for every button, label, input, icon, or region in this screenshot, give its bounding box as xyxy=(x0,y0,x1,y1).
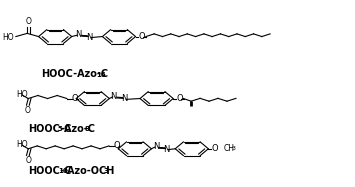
Text: O: O xyxy=(114,141,120,150)
Text: -Azo-C: -Azo-C xyxy=(60,124,95,134)
Text: 3: 3 xyxy=(231,146,235,151)
Text: HOOC-C: HOOC-C xyxy=(28,165,72,176)
Text: HO: HO xyxy=(16,140,28,149)
Text: HO: HO xyxy=(16,90,28,99)
Text: O: O xyxy=(176,94,183,103)
Text: HOOC-Azo-C: HOOC-Azo-C xyxy=(41,69,109,79)
Text: 3: 3 xyxy=(104,168,109,174)
Text: 16: 16 xyxy=(96,72,105,78)
Text: N: N xyxy=(153,142,159,151)
Text: O: O xyxy=(211,144,218,153)
Text: HO: HO xyxy=(2,33,14,42)
Text: O: O xyxy=(71,94,78,103)
Text: O: O xyxy=(26,156,32,165)
Text: N: N xyxy=(75,30,82,39)
Text: O: O xyxy=(138,32,145,41)
Text: N: N xyxy=(121,94,127,103)
Text: HOOC-C: HOOC-C xyxy=(28,124,72,134)
Text: N: N xyxy=(86,33,92,42)
Text: 5: 5 xyxy=(58,126,62,132)
Text: 8: 8 xyxy=(85,126,90,132)
Text: O: O xyxy=(25,106,31,115)
Text: 10: 10 xyxy=(58,168,68,174)
Text: N: N xyxy=(111,92,117,101)
Text: N: N xyxy=(163,145,169,154)
Text: -Azo-OCH: -Azo-OCH xyxy=(63,165,114,176)
Text: CH: CH xyxy=(224,144,235,153)
Text: O: O xyxy=(26,17,32,26)
